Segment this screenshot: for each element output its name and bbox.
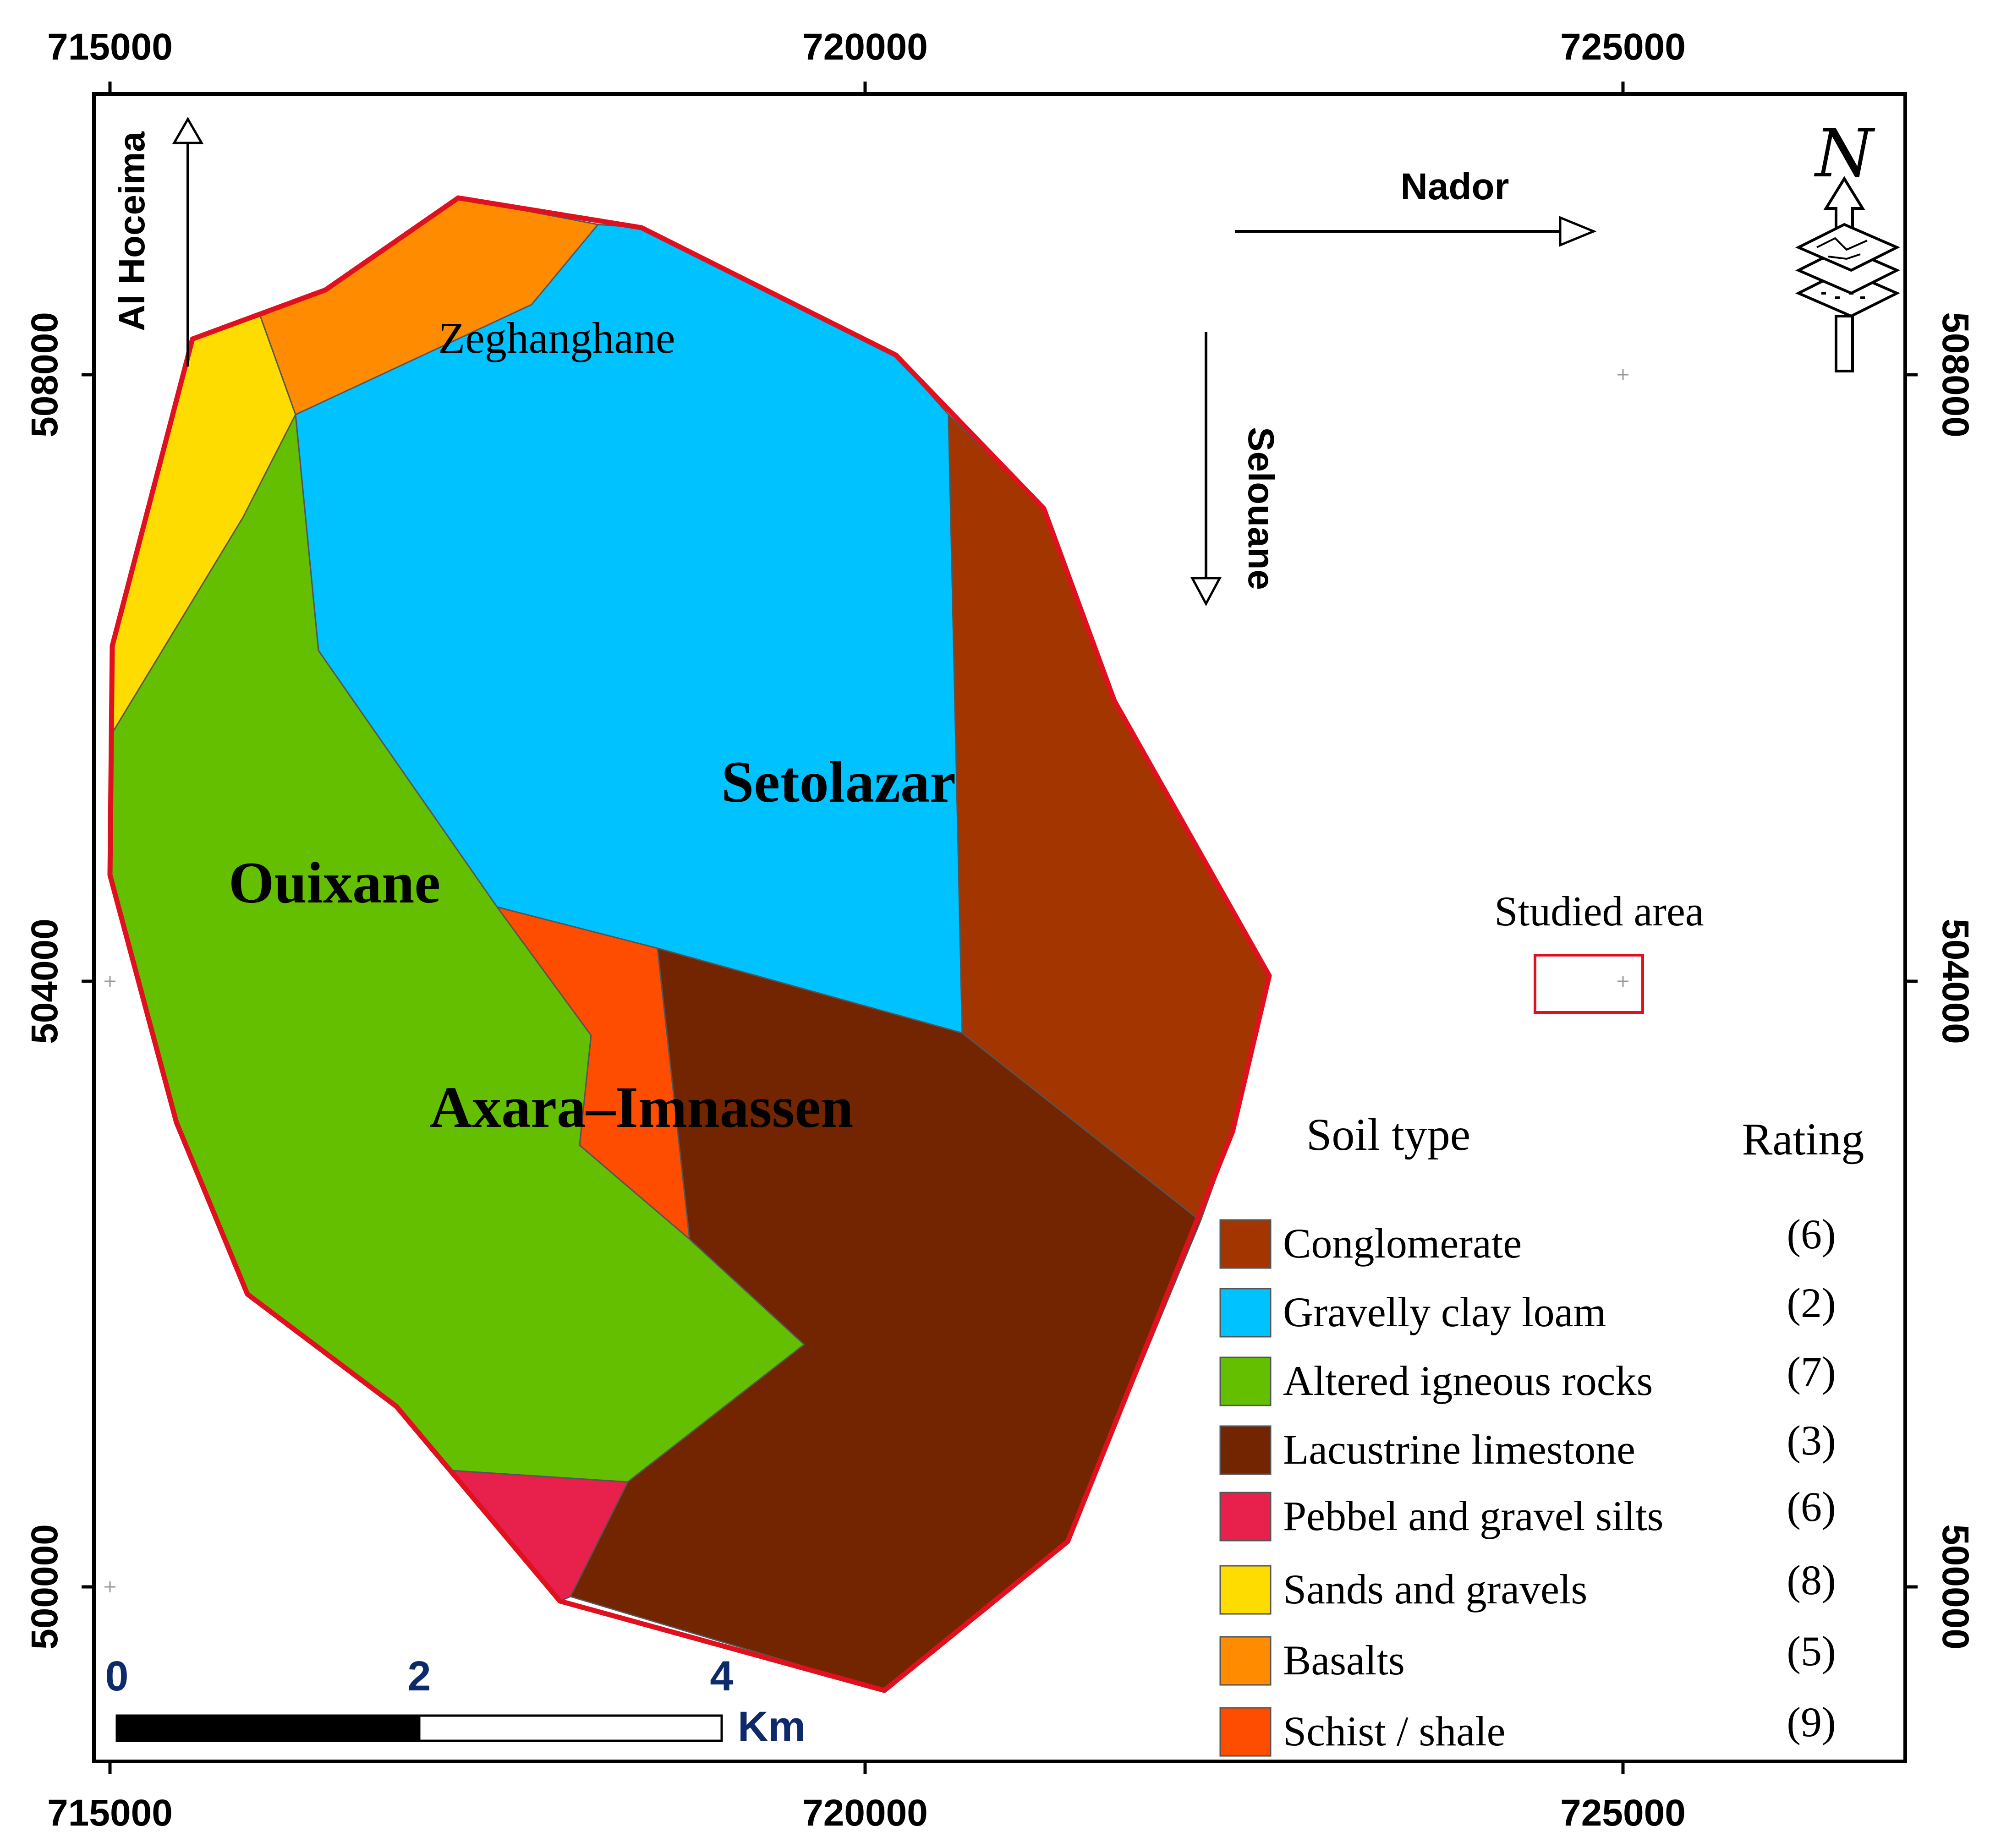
- legend-title: Soil type: [1306, 1109, 1470, 1160]
- left-tick-500000: 500000: [24, 1524, 66, 1650]
- right-tick-500000: 500000: [1935, 1524, 1976, 1650]
- direction-selouane: Selouane: [1241, 427, 1282, 590]
- study-area-boundary: [107, 195, 1272, 1693]
- legend-item-label: Pebbel and gravel silts: [1283, 1493, 1663, 1539]
- studied-area-label: Studied area: [1494, 888, 1704, 935]
- legend-item-label: Lacustrine limestone: [1283, 1426, 1635, 1473]
- arrow-right-icon: [1559, 216, 1597, 247]
- scale-bar-white: [418, 1714, 723, 1742]
- left-tick-508000: 508000: [24, 312, 66, 437]
- legend-swatch: [1219, 1425, 1272, 1475]
- arrow-al-hoceima: [172, 116, 204, 366]
- arrow-nador: [1235, 216, 1597, 247]
- map-frame: [92, 92, 1907, 1763]
- scale-tick-0: 0: [105, 1653, 128, 1700]
- legend-item-label: Conglomerate: [1283, 1220, 1522, 1267]
- scale-bar-black: [115, 1714, 421, 1742]
- top-tick-715000: 715000: [47, 26, 173, 68]
- legend-item-rating: (9): [1787, 1699, 1836, 1745]
- legend-item-rating: (2): [1787, 1279, 1836, 1326]
- arrow-selouane: [1190, 332, 1222, 607]
- scale-bar: 0 2 4 Km: [105, 1653, 806, 1750]
- legend-items: Conglomerate (6) Gravelly clay loam (2) Alte…: [1219, 1211, 1836, 1757]
- bottom-tick-725000: 725000: [1560, 1792, 1686, 1834]
- legend-item-label: Gravelly clay loam: [1283, 1289, 1606, 1335]
- place-zeghanghane: Zeghanghane: [438, 313, 675, 362]
- north-arrow-tail: [1835, 315, 1854, 372]
- polygon-lacustrine-limestone: [570, 947, 1201, 1691]
- place-setolazar: Setolazar: [721, 749, 956, 815]
- legend-swatch: [1219, 1288, 1272, 1338]
- legend-item-rating: (5): [1787, 1628, 1836, 1674]
- direction-al-hoceima: Al Hoceima: [111, 131, 152, 331]
- studied-area-swatch: [1534, 954, 1644, 1014]
- top-tick-725000: 725000: [1560, 26, 1686, 68]
- legend-item-label: Altered igneous rocks: [1283, 1357, 1653, 1404]
- right-tick-508000: 508000: [1935, 312, 1976, 437]
- bottom-tick-715000: 715000: [47, 1792, 173, 1834]
- direction-nador: Nador: [1401, 166, 1509, 208]
- legend-rating-title: Rating: [1742, 1114, 1864, 1165]
- legend-swatch: [1219, 1707, 1272, 1757]
- legend-swatch: [1219, 1492, 1272, 1542]
- top-tick-720000: 720000: [802, 26, 928, 68]
- legend-item-label: Sands and gravels: [1283, 1566, 1587, 1613]
- scale-tick-2: 2: [407, 1653, 431, 1700]
- legend-swatch: [1219, 1219, 1272, 1269]
- soil-polygons: [109, 197, 1270, 1691]
- place-axara-imnassen: Axara–Imnassen: [430, 1075, 854, 1140]
- legend-item-rating: (7): [1787, 1348, 1836, 1395]
- arrow-down-icon: [1190, 577, 1222, 607]
- north-arrow: N: [1795, 115, 1901, 372]
- left-tick-504000: 504000: [24, 919, 66, 1044]
- polygon-schist-shale: [496, 906, 691, 1240]
- bottom-tick-720000: 720000: [802, 1792, 928, 1834]
- legend-item-rating: (6): [1787, 1483, 1836, 1530]
- arrow-up-icon: [172, 116, 204, 144]
- frame-ticks: [82, 82, 1918, 1774]
- legend-item-label: Basalts: [1283, 1637, 1405, 1684]
- legend-item-rating: (3): [1787, 1417, 1836, 1464]
- map-layer-1: [1795, 223, 1901, 272]
- legend-item-rating: (8): [1787, 1557, 1836, 1603]
- scale-tick-4: 4: [710, 1653, 733, 1700]
- legend-item-rating: (6): [1787, 1211, 1836, 1258]
- map-layer-lines: [1816, 237, 1868, 260]
- scale-unit: Km: [738, 1703, 806, 1750]
- legend-swatch: [1219, 1565, 1272, 1615]
- legend-item-label: Schist / shale: [1283, 1708, 1506, 1755]
- map-layer-dots: [1821, 292, 1865, 299]
- place-ouixane: Ouixane: [229, 850, 440, 915]
- legend-swatch: [1219, 1356, 1272, 1406]
- right-tick-504000: 504000: [1935, 919, 1976, 1044]
- legend-swatch: [1219, 1636, 1272, 1686]
